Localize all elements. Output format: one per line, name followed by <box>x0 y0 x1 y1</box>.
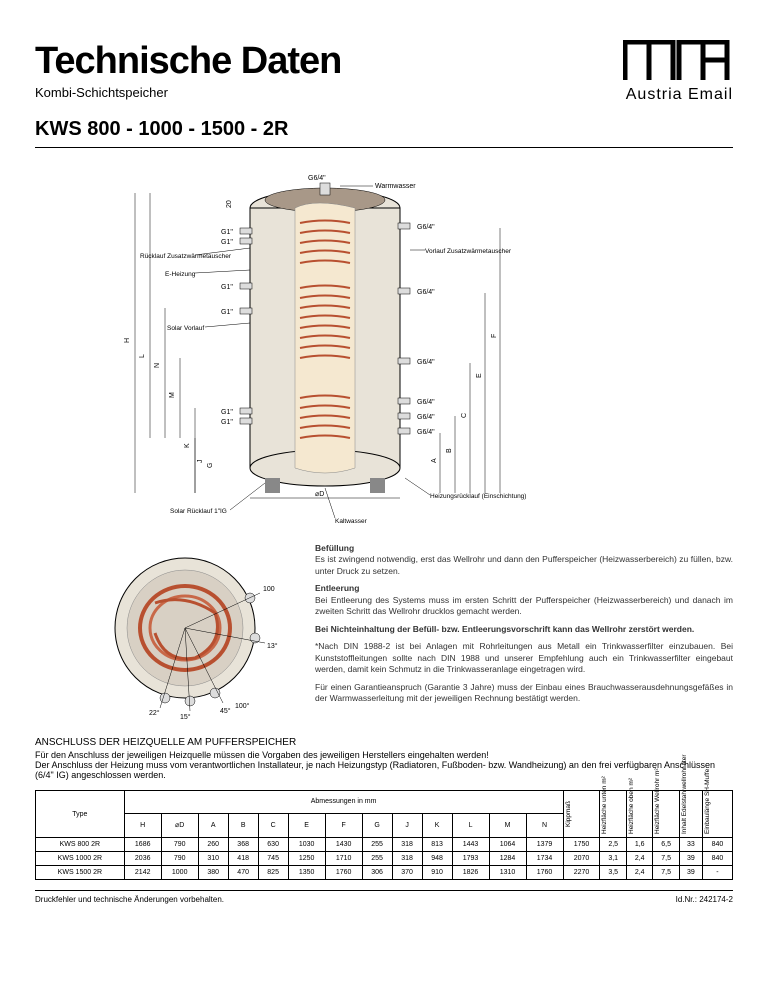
svg-text:N: N <box>154 363 161 368</box>
svg-text:13°: 13° <box>267 642 278 650</box>
svg-text:G6/4": G6/4" <box>417 289 435 296</box>
col-G: G <box>362 813 392 837</box>
svg-text:M: M <box>169 392 176 398</box>
svg-text:G1": G1" <box>221 284 233 291</box>
col-F: F <box>325 813 362 837</box>
svg-text:H: H <box>124 338 131 343</box>
entleerung-heading: Entleerung <box>315 583 359 593</box>
model-line: KWS 800 - 1000 - 1500 - 2R <box>35 118 733 148</box>
svg-text:G6/4": G6/4" <box>417 399 435 406</box>
svg-text:Heizungsrücklauf (Einschichtun: Heizungsrücklauf (Einschichtung) <box>430 493 526 500</box>
svg-text:F: F <box>491 334 498 338</box>
table-row: KWS 1000 2R20367903104187451250171025531… <box>36 852 733 866</box>
svg-text:A: A <box>431 458 438 463</box>
col-abmessungen: Abmessungen in mm <box>124 791 563 814</box>
logo-text: Austria Email <box>623 86 733 104</box>
logo-icon <box>623 40 733 82</box>
svg-text:G6/4": G6/4" <box>308 175 326 182</box>
table-row: KWS 800 2R168679026036863010301430255318… <box>36 838 733 852</box>
befullung-heading: Befüllung <box>315 543 354 553</box>
subtitle: Kombi-Schichtspeicher <box>35 85 623 100</box>
table-row: KWS 1500 2R21421000380470825135017603063… <box>36 866 733 880</box>
instructions-text: BefüllungEs ist zwingend notwendig, erst… <box>315 543 733 723</box>
svg-text:E: E <box>476 373 483 378</box>
svg-text:Solar Rücklauf 1"IG: Solar Rücklauf 1"IG <box>170 508 227 515</box>
col-N: N <box>526 813 563 837</box>
svg-text:Warmwasser: Warmwasser <box>375 183 416 190</box>
svg-text:100: 100 <box>263 586 275 593</box>
svg-text:G6/4": G6/4" <box>417 224 435 231</box>
svg-text:G6/4": G6/4" <box>417 429 435 436</box>
svg-text:45°: 45° <box>220 707 231 715</box>
col-L: L <box>452 813 489 837</box>
din-text: *Nach DIN 1988-2 ist bei Anlagen mit Roh… <box>315 641 733 675</box>
bottom-section: 100 13° 22° 15° 45° 100° BefüllungEs ist… <box>35 543 733 723</box>
dimensions-table: Type Abmessungen in mm Kippmaß Heizfläch… <box>35 790 733 880</box>
warning-text: Bei Nichteinhaltung der Befüll- bzw. Ent… <box>315 624 694 634</box>
svg-text:G6/4": G6/4" <box>417 414 435 421</box>
svg-text:C: C <box>461 413 468 418</box>
col-B: B <box>228 813 258 837</box>
col-K: K <box>422 813 452 837</box>
header: Technische Daten Kombi-Schichtspeicher A… <box>35 30 733 110</box>
top-view-diagram: 100 13° 22° 15° 45° 100° <box>95 543 295 723</box>
svg-text:Vorlauf Zusatzwärmetauscher: Vorlauf Zusatzwärmetauscher <box>425 248 512 255</box>
anschluss-section: ANSCHLUSS DER HEIZQUELLE AM PUFFERSPEICH… <box>35 737 733 780</box>
col-J: J <box>392 813 422 837</box>
svg-text:K: K <box>184 443 191 448</box>
svg-text:B: B <box>446 448 453 453</box>
anschluss-heading: ANSCHLUSS DER HEIZQUELLE AM PUFFERSPEICH… <box>35 737 733 748</box>
svg-text:100°: 100° <box>235 702 250 710</box>
svg-text:Solar Vorlauf: Solar Vorlauf <box>167 325 204 332</box>
svg-text:Kaltwasser: Kaltwasser <box>335 518 368 525</box>
col-type: Type <box>36 791 125 838</box>
garantie-text: Für einen Garantieanspruch (Garantie 3 J… <box>315 682 733 705</box>
tank-diagram: G6/4" Warmwasser G1" G1" Rücklauf Zusatz… <box>35 148 733 538</box>
svg-text:G: G <box>207 463 214 468</box>
svg-text:22°: 22° <box>149 709 160 717</box>
footer: Druckfehler und technische Änderungen vo… <box>35 890 733 904</box>
svg-text:G1": G1" <box>221 309 233 316</box>
footer-right: Id.Nr.: 242174-2 <box>676 895 733 904</box>
svg-text:G1": G1" <box>221 229 233 236</box>
col-C: C <box>258 813 288 837</box>
svg-text:E-Heizung: E-Heizung <box>165 271 196 278</box>
col-H: H <box>124 813 161 837</box>
svg-text:G6/4": G6/4" <box>417 359 435 366</box>
svg-text:15°: 15° <box>180 713 191 721</box>
svg-text:L: L <box>139 354 146 358</box>
logo: Austria Email <box>623 40 733 104</box>
footer-left: Druckfehler und technische Änderungen vo… <box>35 895 224 904</box>
svg-text:Rücklauf Zusatzwärmetauscher: Rücklauf Zusatzwärmetauscher <box>140 253 232 260</box>
col-E: E <box>288 813 325 837</box>
col-M: M <box>489 813 526 837</box>
svg-text:G1": G1" <box>221 239 233 246</box>
svg-text:20: 20 <box>226 200 233 208</box>
page-title: Technische Daten <box>35 40 623 83</box>
svg-text:J: J <box>197 460 204 464</box>
svg-text:⌀D: ⌀D <box>315 491 324 498</box>
col-A: A <box>198 813 228 837</box>
col-⌀D: ⌀D <box>161 813 198 837</box>
logo-mark <box>623 40 733 82</box>
svg-text:G1": G1" <box>221 419 233 426</box>
svg-text:G1": G1" <box>221 409 233 416</box>
